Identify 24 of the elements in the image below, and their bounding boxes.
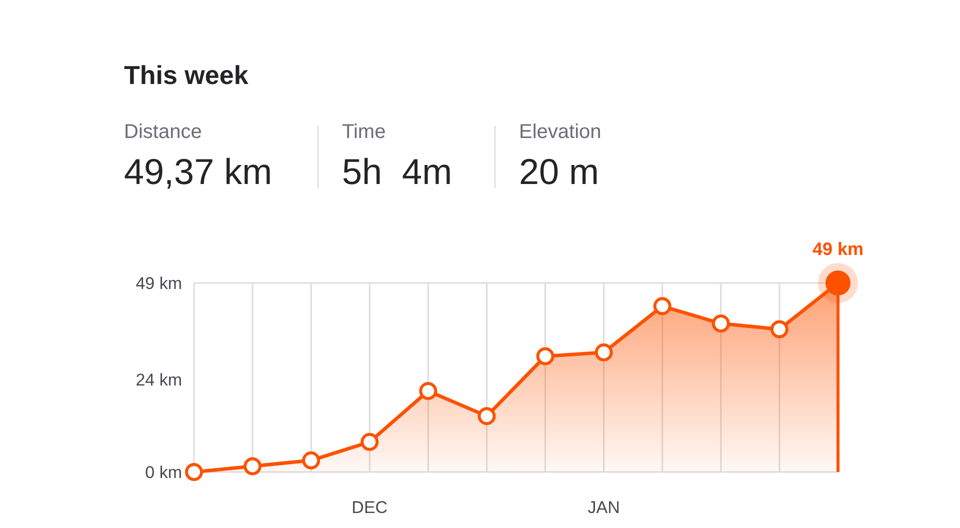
- point: [185, 463, 203, 481]
- text: 49,37 km: [124, 151, 272, 192]
- point: [536, 347, 554, 366]
- text: 5h 4m: [342, 151, 452, 192]
- point: [360, 432, 379, 451]
- point: [594, 343, 613, 362]
- point: [302, 451, 320, 470]
- point: [770, 320, 788, 338]
- text: 20 m: [519, 151, 600, 192]
- y-tick-label: 49 km: [136, 274, 182, 293]
- text: Time: [342, 121, 386, 143]
- point: [712, 314, 730, 332]
- x-tick-label: DEC: [352, 498, 388, 517]
- point: [478, 407, 496, 426]
- chart-title: This week: [124, 60, 249, 90]
- y-tick-label: 24 km: [136, 370, 182, 390]
- point: [419, 382, 438, 400]
- point: [244, 457, 262, 476]
- data-label: 49 km: [812, 239, 864, 259]
- y-tick-label: 0 km: [145, 463, 182, 482]
- point: [653, 297, 672, 316]
- text: Distance: [124, 121, 202, 143]
- x-tick-label: JAN: [588, 498, 620, 517]
- text: Elevation: [519, 121, 602, 143]
